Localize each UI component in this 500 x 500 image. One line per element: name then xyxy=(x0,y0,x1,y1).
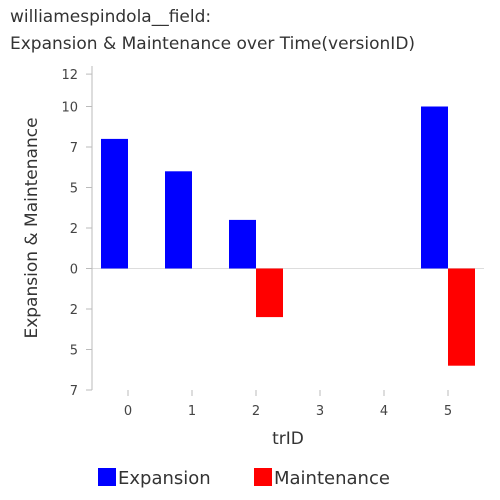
y-tick-label: 7 xyxy=(70,141,78,156)
legend-label-expansion: Expansion xyxy=(118,468,211,489)
y-tick-label: 0 xyxy=(70,263,78,278)
x-axis-label: trID xyxy=(272,429,304,449)
x-tick-label: 5 xyxy=(444,404,452,419)
x-tick-label: 0 xyxy=(124,404,132,419)
x-tick-label: 3 xyxy=(316,404,324,419)
legend-label-maintenance: Maintenance xyxy=(274,468,390,489)
x-tick-label: 2 xyxy=(252,404,260,419)
legend-swatch-maintenance xyxy=(254,468,272,486)
bar-maintenance-5 xyxy=(448,268,475,366)
bar-expansion-0 xyxy=(101,138,128,269)
y-tick-label: 2 xyxy=(70,303,78,318)
y-tick-label: 2 xyxy=(70,222,78,237)
bar-expansion-5 xyxy=(421,106,448,269)
y-tick-label: 7 xyxy=(70,384,78,399)
y-tick-label: 5 xyxy=(70,182,78,197)
y-tick-label: 10 xyxy=(61,101,78,116)
bar-expansion-2 xyxy=(229,219,256,269)
legend-swatch-expansion xyxy=(98,468,116,486)
y-tick-label: 5 xyxy=(70,344,78,359)
bar-maintenance-2 xyxy=(256,268,283,318)
y-tick-label: 12 xyxy=(61,68,78,83)
x-tick-label: 1 xyxy=(188,404,196,419)
chart-title-line-2: Expansion & Maintenance over Time(versio… xyxy=(10,34,416,54)
chart-title-line-1: williamespindola__field: xyxy=(10,7,212,27)
y-axis-label: Expansion & Maintenance xyxy=(22,117,42,338)
x-tick-label: 4 xyxy=(380,404,388,419)
bar-expansion-1 xyxy=(165,171,192,269)
